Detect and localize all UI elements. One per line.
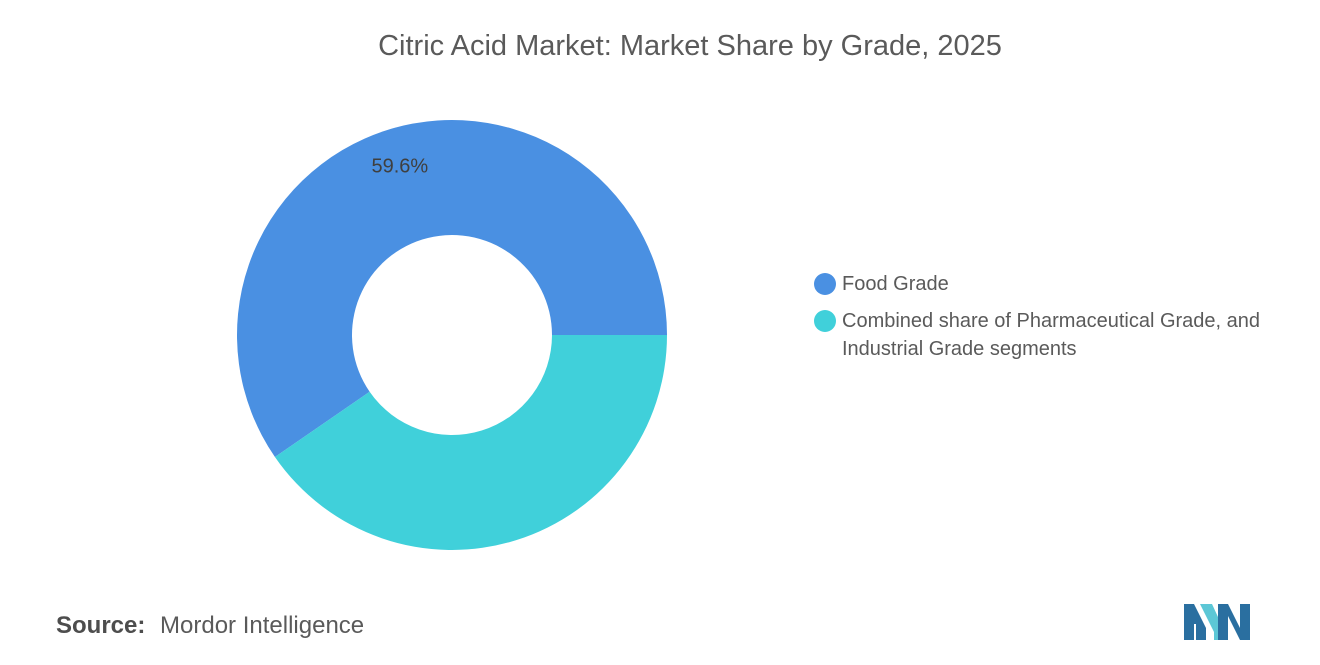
source-text: Mordor Intelligence <box>160 612 365 639</box>
legend-item-2: Combined share of Pharmaceutical Grade, … <box>814 307 1294 363</box>
source-label: Source: <box>56 612 146 639</box>
chart-legend: Food Grade Combined share of Pharmaceutic… <box>814 270 1294 372</box>
chart-title: Citric Acid Market: Market Share by Grad… <box>378 30 1002 62</box>
legend-swatch-2 <box>814 310 836 332</box>
legend-label-2: Combined share of Pharmaceutical Grade, … <box>842 310 1261 360</box>
source-line: Source: Mordor Intelligence <box>56 612 364 640</box>
legend-item-1: Food Grade <box>814 270 1294 298</box>
donut-slice-2 <box>274 335 667 551</box>
mordor-intelligence-logo-icon <box>1184 604 1250 640</box>
data-label-1: 59.6% <box>372 156 429 178</box>
legend-label-1: Food Grade <box>842 273 949 295</box>
legend-swatch-1 <box>814 273 836 295</box>
donut-slice-1 <box>237 120 668 457</box>
